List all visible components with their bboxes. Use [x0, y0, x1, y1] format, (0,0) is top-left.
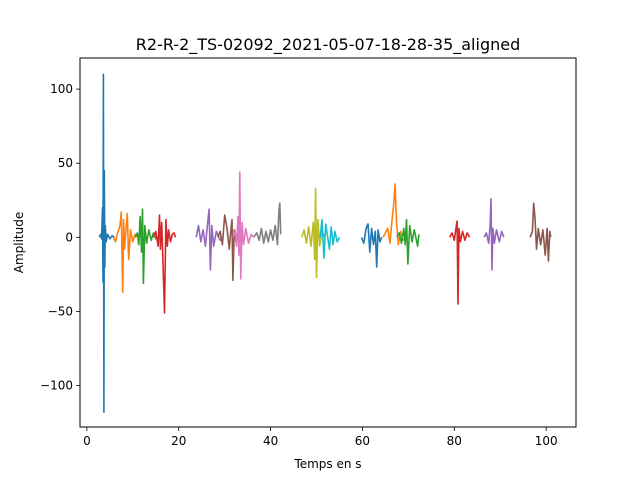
- y-tick-label: 0: [65, 230, 73, 244]
- y-axis-label: Amplitude: [12, 212, 26, 274]
- y-tick-label: −100: [40, 379, 73, 393]
- series-line-4: [152, 214, 177, 314]
- series-line-15: [483, 198, 505, 271]
- chart-title: R2-R-2_TS-02092_2021-05-07-18-28-35_alig…: [136, 35, 520, 55]
- series-line-3: [134, 208, 159, 285]
- y-tick-label: 50: [58, 156, 73, 170]
- x-tick-label: 100: [535, 434, 558, 448]
- x-tick-label: 60: [355, 434, 370, 448]
- x-tick-label: 20: [171, 434, 186, 448]
- series-line-8: [252, 202, 282, 246]
- series-line-1: [98, 73, 115, 414]
- x-axis: 0 20 40 60 80 100: [83, 427, 558, 448]
- series-line-5: [195, 208, 224, 271]
- x-tick-label: 80: [447, 434, 462, 448]
- x-tick-label: 0: [83, 434, 91, 448]
- y-tick-label: −50: [48, 304, 73, 318]
- series-line-16: [529, 202, 552, 262]
- y-axis: −100 −50 0 50 100: [40, 82, 80, 393]
- series-line-11: [360, 223, 383, 268]
- series-line-9: [301, 187, 326, 279]
- x-axis-label: Temps en s: [293, 457, 361, 471]
- series-line-13: [396, 218, 420, 265]
- series-line-12: [382, 183, 406, 246]
- x-tick-label: 40: [263, 434, 278, 448]
- series-line-7: [232, 171, 255, 280]
- axes-frame: [79, 57, 577, 428]
- series-line-14: [448, 220, 471, 305]
- y-tick-label: 100: [50, 82, 73, 96]
- series-line-10: [319, 218, 341, 259]
- series-line-2: [112, 211, 139, 293]
